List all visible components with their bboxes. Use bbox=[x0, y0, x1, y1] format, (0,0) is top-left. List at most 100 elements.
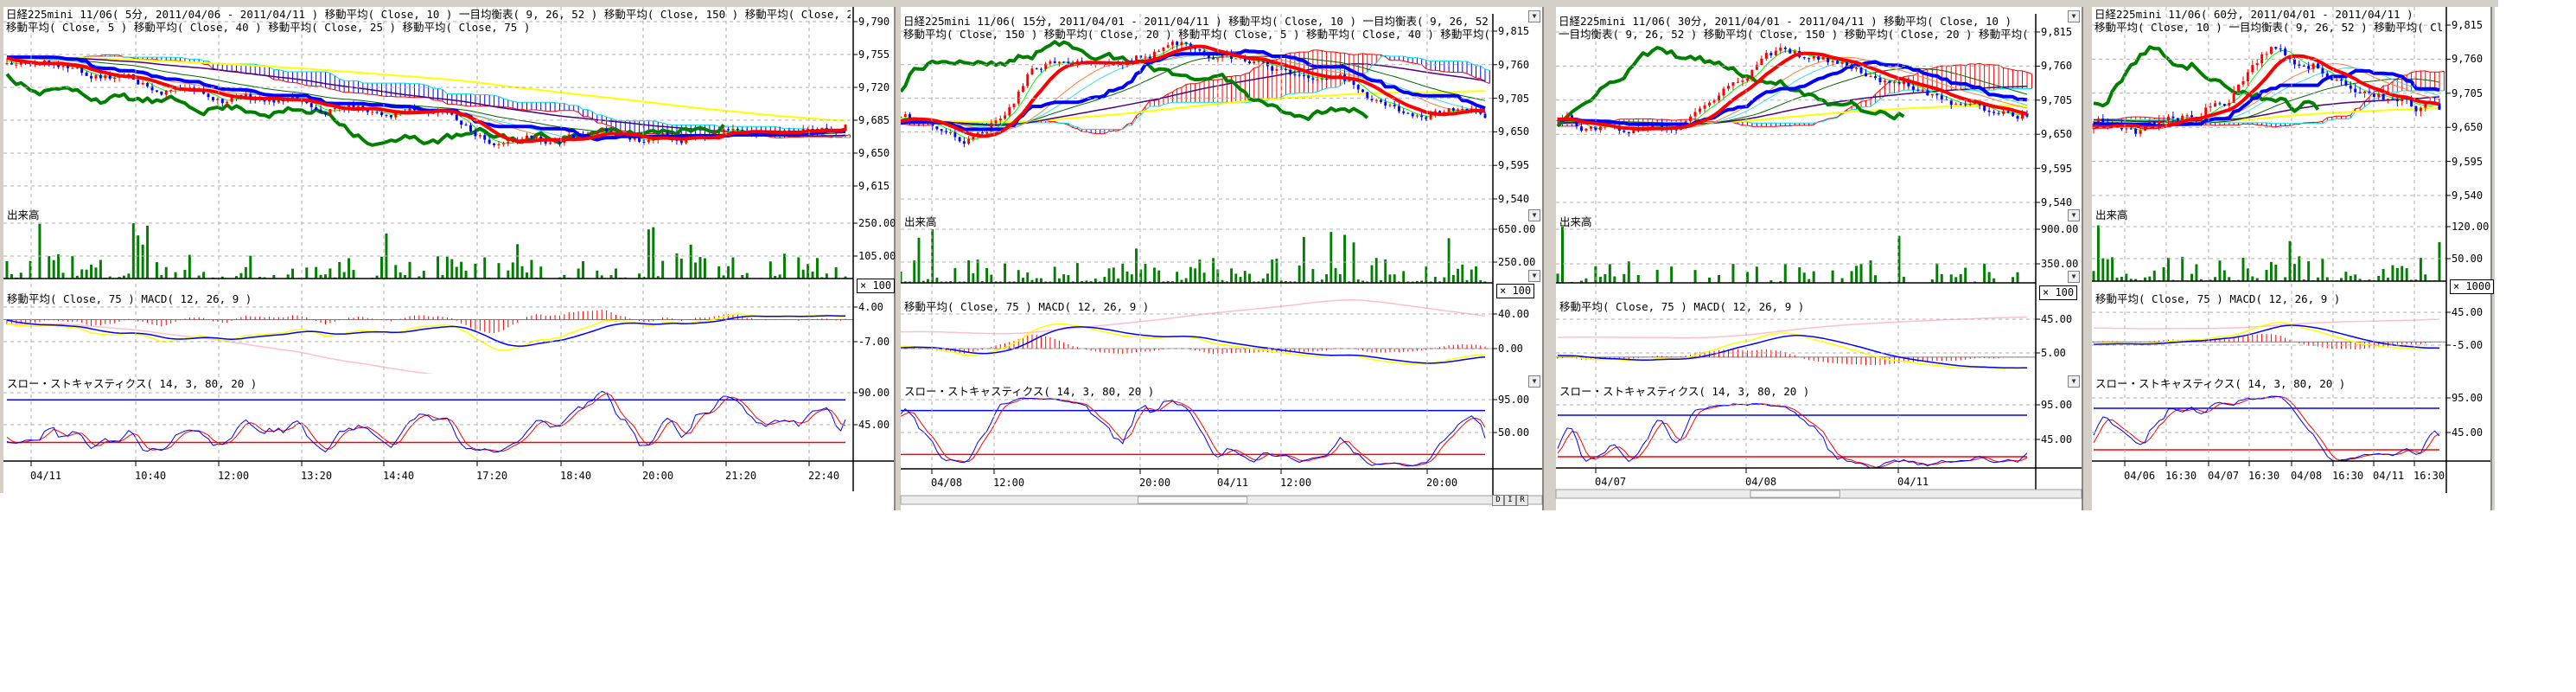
volume-tick-label: 350.00 bbox=[2041, 258, 2079, 270]
volume-bar bbox=[1855, 266, 1859, 283]
panel-menu-dropdown-button[interactable]: ▼ bbox=[1528, 209, 1540, 221]
chikou-span-line bbox=[5, 73, 725, 147]
panel-menu-dropdown-button[interactable]: ▼ bbox=[1528, 375, 1540, 388]
candle-body bbox=[1708, 102, 1712, 106]
volume-bar bbox=[2111, 257, 2114, 281]
nav-button-r[interactable]: R bbox=[1516, 495, 1528, 506]
candle-body bbox=[1935, 93, 1939, 96]
chart-header-line-1: 日経225mini 11/06( 30分, 2011/04/01 - 2011/… bbox=[1559, 15, 2012, 28]
pane-left-frame bbox=[0, 0, 3, 493]
volume-bar bbox=[1402, 271, 1406, 283]
volume-bar bbox=[1225, 281, 1228, 283]
candle-body bbox=[483, 135, 487, 140]
volume-bar bbox=[94, 267, 98, 279]
candle-body bbox=[497, 144, 501, 145]
panel-menu-dropdown-button[interactable]: ▼ bbox=[2068, 271, 2080, 283]
candle-body bbox=[1067, 61, 1070, 64]
volume-bar bbox=[1026, 272, 1030, 283]
candle-body bbox=[2344, 80, 2348, 86]
candle-body bbox=[2302, 65, 2305, 67]
candle-body bbox=[319, 109, 322, 112]
candle-body bbox=[1926, 90, 1929, 96]
candle-body bbox=[2237, 84, 2241, 92]
candle-body bbox=[1987, 110, 1991, 112]
candle-body bbox=[1451, 108, 1455, 112]
candle-body bbox=[2246, 72, 2249, 81]
panel-menu-dropdown-button[interactable]: ▼ bbox=[2068, 10, 2080, 22]
pane-splitter[interactable] bbox=[1542, 0, 1556, 510]
price-tick-label: 9,815 bbox=[1498, 25, 1530, 37]
candle-body bbox=[2185, 115, 2189, 117]
time-axis-label: 20:00 bbox=[1139, 477, 1171, 489]
candle-body bbox=[2129, 128, 2133, 130]
candle-body bbox=[596, 131, 599, 134]
panel-menu-dropdown-button[interactable]: ▼ bbox=[1528, 10, 1540, 22]
panel-menu-dropdown-button[interactable]: ▼ bbox=[1528, 270, 1540, 282]
volume-bar bbox=[1062, 274, 1066, 283]
volume-bar bbox=[1243, 271, 1247, 283]
volume-bar bbox=[727, 266, 730, 279]
panel-menu-dropdown-button[interactable]: ▼ bbox=[2068, 209, 2080, 221]
pane-splitter[interactable] bbox=[894, 0, 901, 510]
volume-bar bbox=[614, 268, 617, 279]
panel-menu-dropdown-button[interactable]: ▼ bbox=[2068, 375, 2080, 388]
nav-button-i[interactable]: I bbox=[1504, 495, 1516, 506]
price-tick-label: 9,760 bbox=[2452, 53, 2484, 66]
scrollbar-thumb[interactable] bbox=[1138, 496, 1248, 504]
scrollbar-thumb[interactable] bbox=[1750, 490, 1840, 498]
time-axis-label: 10:40 bbox=[135, 470, 167, 482]
time-axis-label: 20:00 bbox=[1426, 477, 1458, 489]
volume-bar bbox=[1071, 281, 1074, 283]
kijun-line bbox=[2094, 68, 2440, 128]
candle-body bbox=[146, 82, 150, 86]
pane-splitter[interactable] bbox=[2490, 0, 2495, 510]
candle-body bbox=[2134, 128, 2138, 134]
volume-bar bbox=[2195, 264, 2198, 281]
senkou-span-a-line bbox=[1558, 62, 2032, 127]
volume-bar bbox=[1411, 281, 1414, 283]
volume-bar bbox=[1302, 236, 1305, 283]
stoch-tick-label: 45.00 bbox=[2041, 433, 2073, 445]
candle-body bbox=[328, 109, 332, 115]
price-tick-label: 9,650 bbox=[858, 147, 890, 159]
chart-pane-3 bbox=[1555, 14, 2082, 499]
volume-bar bbox=[1004, 263, 1006, 283]
candle-body bbox=[418, 110, 421, 112]
candle-body bbox=[2321, 68, 2324, 74]
price-panel bbox=[2092, 44, 2445, 138]
candle-body bbox=[1760, 58, 1763, 66]
candle-body bbox=[2269, 47, 2273, 54]
volume-bar bbox=[901, 271, 902, 283]
candle-body bbox=[712, 132, 716, 136]
candle-body bbox=[2424, 102, 2427, 108]
pane-splitter[interactable] bbox=[2082, 0, 2092, 510]
candle-body bbox=[1802, 57, 1806, 59]
volume-bar bbox=[2012, 277, 2015, 283]
candle-body bbox=[1968, 104, 1972, 106]
volume-bar bbox=[661, 260, 665, 279]
candle-body bbox=[2002, 111, 2005, 114]
time-axis-label: 20:00 bbox=[642, 470, 674, 482]
volume-bar bbox=[258, 276, 262, 279]
candle-body bbox=[2016, 116, 2019, 119]
candle-body bbox=[2316, 63, 2319, 69]
candle-body bbox=[1584, 128, 1588, 131]
volume-bar bbox=[408, 261, 411, 279]
volume-bar bbox=[1731, 264, 1735, 283]
volume-bar bbox=[324, 274, 327, 279]
volume-bar bbox=[1194, 268, 1197, 283]
candle-body bbox=[1457, 109, 1459, 112]
candle-body bbox=[1755, 65, 1758, 70]
candle-body bbox=[825, 127, 828, 130]
volume-bar bbox=[820, 277, 824, 279]
candle-body bbox=[1338, 74, 1342, 76]
volume-bar bbox=[1198, 260, 1202, 283]
stochastic-panel-label: スロー・ストキャスティクス( 14, 3, 80, 20 ) bbox=[1559, 385, 1810, 398]
volume-bar bbox=[2167, 257, 2170, 281]
volume-bar bbox=[2340, 278, 2343, 281]
volume-bar bbox=[931, 228, 934, 283]
candle-body bbox=[1736, 81, 1739, 83]
price-panel bbox=[5, 54, 851, 150]
time-axis-label: 16:30 bbox=[2413, 470, 2445, 482]
nav-button-d[interactable]: D bbox=[1492, 495, 1504, 506]
